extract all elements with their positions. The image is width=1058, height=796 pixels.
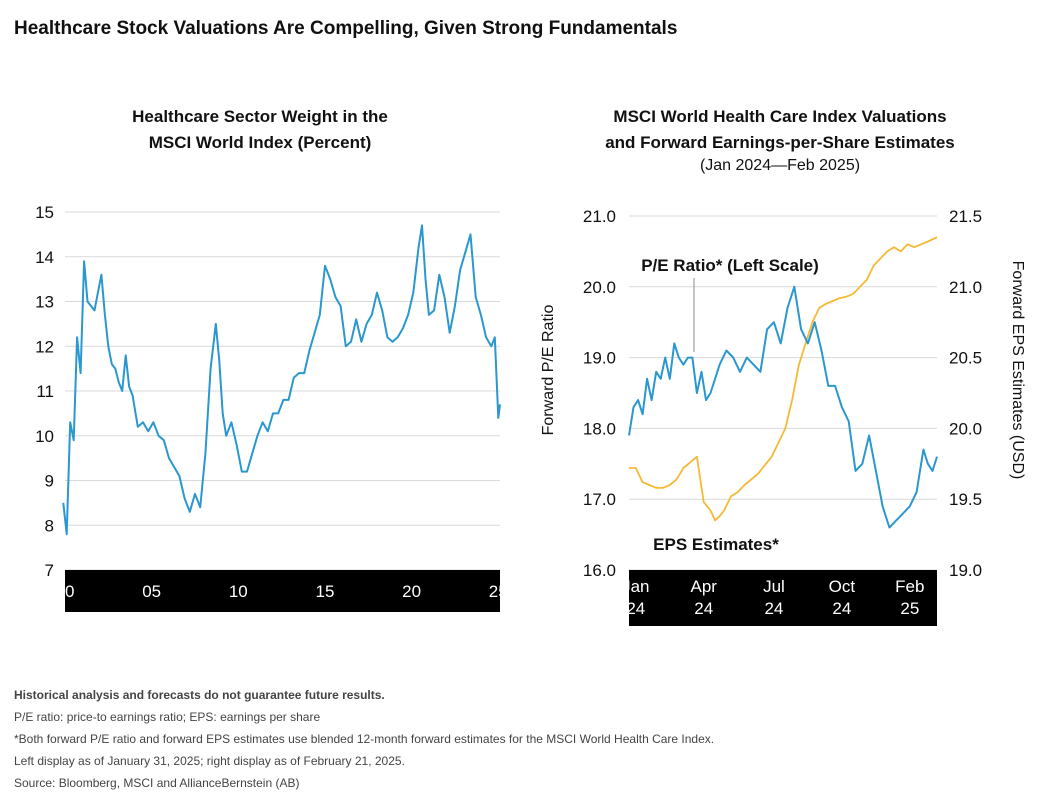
right-x-tick-label-year: 24	[694, 599, 713, 618]
left-x-tick-label: 05	[142, 582, 161, 601]
right-x-tick-label-month: Apr	[691, 577, 718, 596]
right-x-tick-label-month: Oct	[829, 577, 856, 596]
left-y-tick-label: 10	[35, 427, 54, 446]
right-chart-right-y-tick-label: 21.0	[949, 278, 982, 297]
right-chart-left-y-ticks: 16.0 17.0 18.0 19.0 20.0 21.0	[583, 207, 616, 580]
right-chart-right-y-tick-label: 21.5	[949, 207, 982, 226]
left-chart-title: Healthcare Sector Weight in the MSCI Wor…	[80, 104, 440, 156]
right-x-tick-label-month: Feb	[895, 577, 924, 596]
right-chart-right-y-tick-label: 19.5	[949, 490, 982, 509]
right-chart-left-y-tick-label: 20.0	[583, 278, 616, 297]
right-chart-right-y-tick-label: 20.0	[949, 419, 982, 438]
right-chart-x-ticks: Jan 24 Apr 24 Jul 24 Oct 24 Feb 25	[622, 577, 924, 618]
abbreviation-note: P/E ratio: price-to earnings ratio; EPS:…	[14, 710, 321, 724]
left-chart-title-line2: MSCI World Index (Percent)	[148, 133, 372, 152]
right-chart-title-line1: MSCI World Health Care Index Valuations	[613, 107, 947, 126]
display-date-note: Left display as of January 31, 2025; rig…	[14, 754, 405, 768]
left-chart-y-ticks: 7 8 9 10 11 12 13 14 15	[35, 203, 54, 580]
left-axis-label: Forward P/E Ratio	[540, 305, 557, 436]
pe-series-label: P/E Ratio* (Left Scale)	[641, 256, 819, 275]
left-chart-x-axis-band	[65, 570, 500, 612]
right-chart-left-y-tick-label: 21.0	[583, 207, 616, 226]
estimate-note: *Both forward P/E ratio and forward EPS …	[14, 732, 715, 746]
left-x-tick-label: 00	[56, 582, 75, 601]
right-chart-pe-line	[628, 285, 938, 529]
right-x-tick-label-year: 24	[626, 599, 645, 618]
left-x-tick-label: 10	[229, 582, 248, 601]
right-x-tick-label-month: Jul	[763, 577, 785, 596]
right-chart-right-y-ticks: 19.0 19.5 20.0 20.5 21.0 21.5	[949, 207, 982, 580]
right-chart-eps-line	[629, 236, 938, 522]
left-x-tick-label: 20	[402, 582, 421, 601]
left-x-tick-label: 15	[315, 582, 334, 601]
left-y-tick-label: 9	[45, 472, 54, 491]
footnotes: Historical analysis and forecasts do not…	[14, 684, 714, 794]
right-chart-left-y-tick-label: 17.0	[583, 490, 616, 509]
eps-series-label: EPS Estimates*	[653, 535, 779, 554]
right-x-tick-label-year: 25	[900, 599, 919, 618]
right-x-tick-label-month: Jan	[622, 577, 649, 596]
left-y-tick-label: 8	[45, 516, 54, 535]
left-y-tick-label: 14	[35, 248, 54, 267]
right-chart-left-y-tick-label: 19.0	[583, 349, 616, 368]
left-chart-x-ticks: 00 05 10 15 20 25	[56, 582, 508, 601]
right-x-tick-label-year: 24	[764, 599, 783, 618]
left-y-tick-label: 7	[45, 561, 54, 580]
right-chart-title: MSCI World Health Care Index Valuations …	[560, 104, 1000, 156]
left-y-tick-label: 15	[35, 203, 54, 222]
left-y-tick-label: 13	[35, 293, 54, 312]
left-y-tick-label: 12	[35, 337, 54, 356]
source-note: Source: Bloomberg, MSCI and AllianceBern…	[14, 776, 300, 790]
right-x-tick-label-year: 24	[832, 599, 851, 618]
disclaimer-note: Historical analysis and forecasts do not…	[14, 688, 385, 702]
left-chart-title-line1: Healthcare Sector Weight in the	[132, 107, 388, 126]
right-chart-left-y-tick-label: 18.0	[583, 419, 616, 438]
right-chart-left-y-tick-label: 16.0	[583, 561, 616, 580]
main-title: Healthcare Stock Valuations Are Compelli…	[14, 18, 678, 39]
left-y-tick-label: 11	[36, 382, 54, 401]
right-chart-right-y-tick-label: 19.0	[949, 561, 982, 580]
right-chart-title-line2: and Forward Earnings-per-Share Estimates	[605, 133, 955, 152]
left-chart-weight-line	[62, 224, 501, 536]
right-chart-x-axis-band	[629, 570, 937, 626]
left-x-tick-label: 25	[489, 582, 508, 601]
right-chart-right-y-tick-label: 20.5	[949, 349, 982, 368]
right-axis-label: Forward EPS Estimates (USD)	[1009, 261, 1026, 480]
right-chart-subtitle: (Jan 2024—Feb 2025)	[699, 157, 861, 174]
